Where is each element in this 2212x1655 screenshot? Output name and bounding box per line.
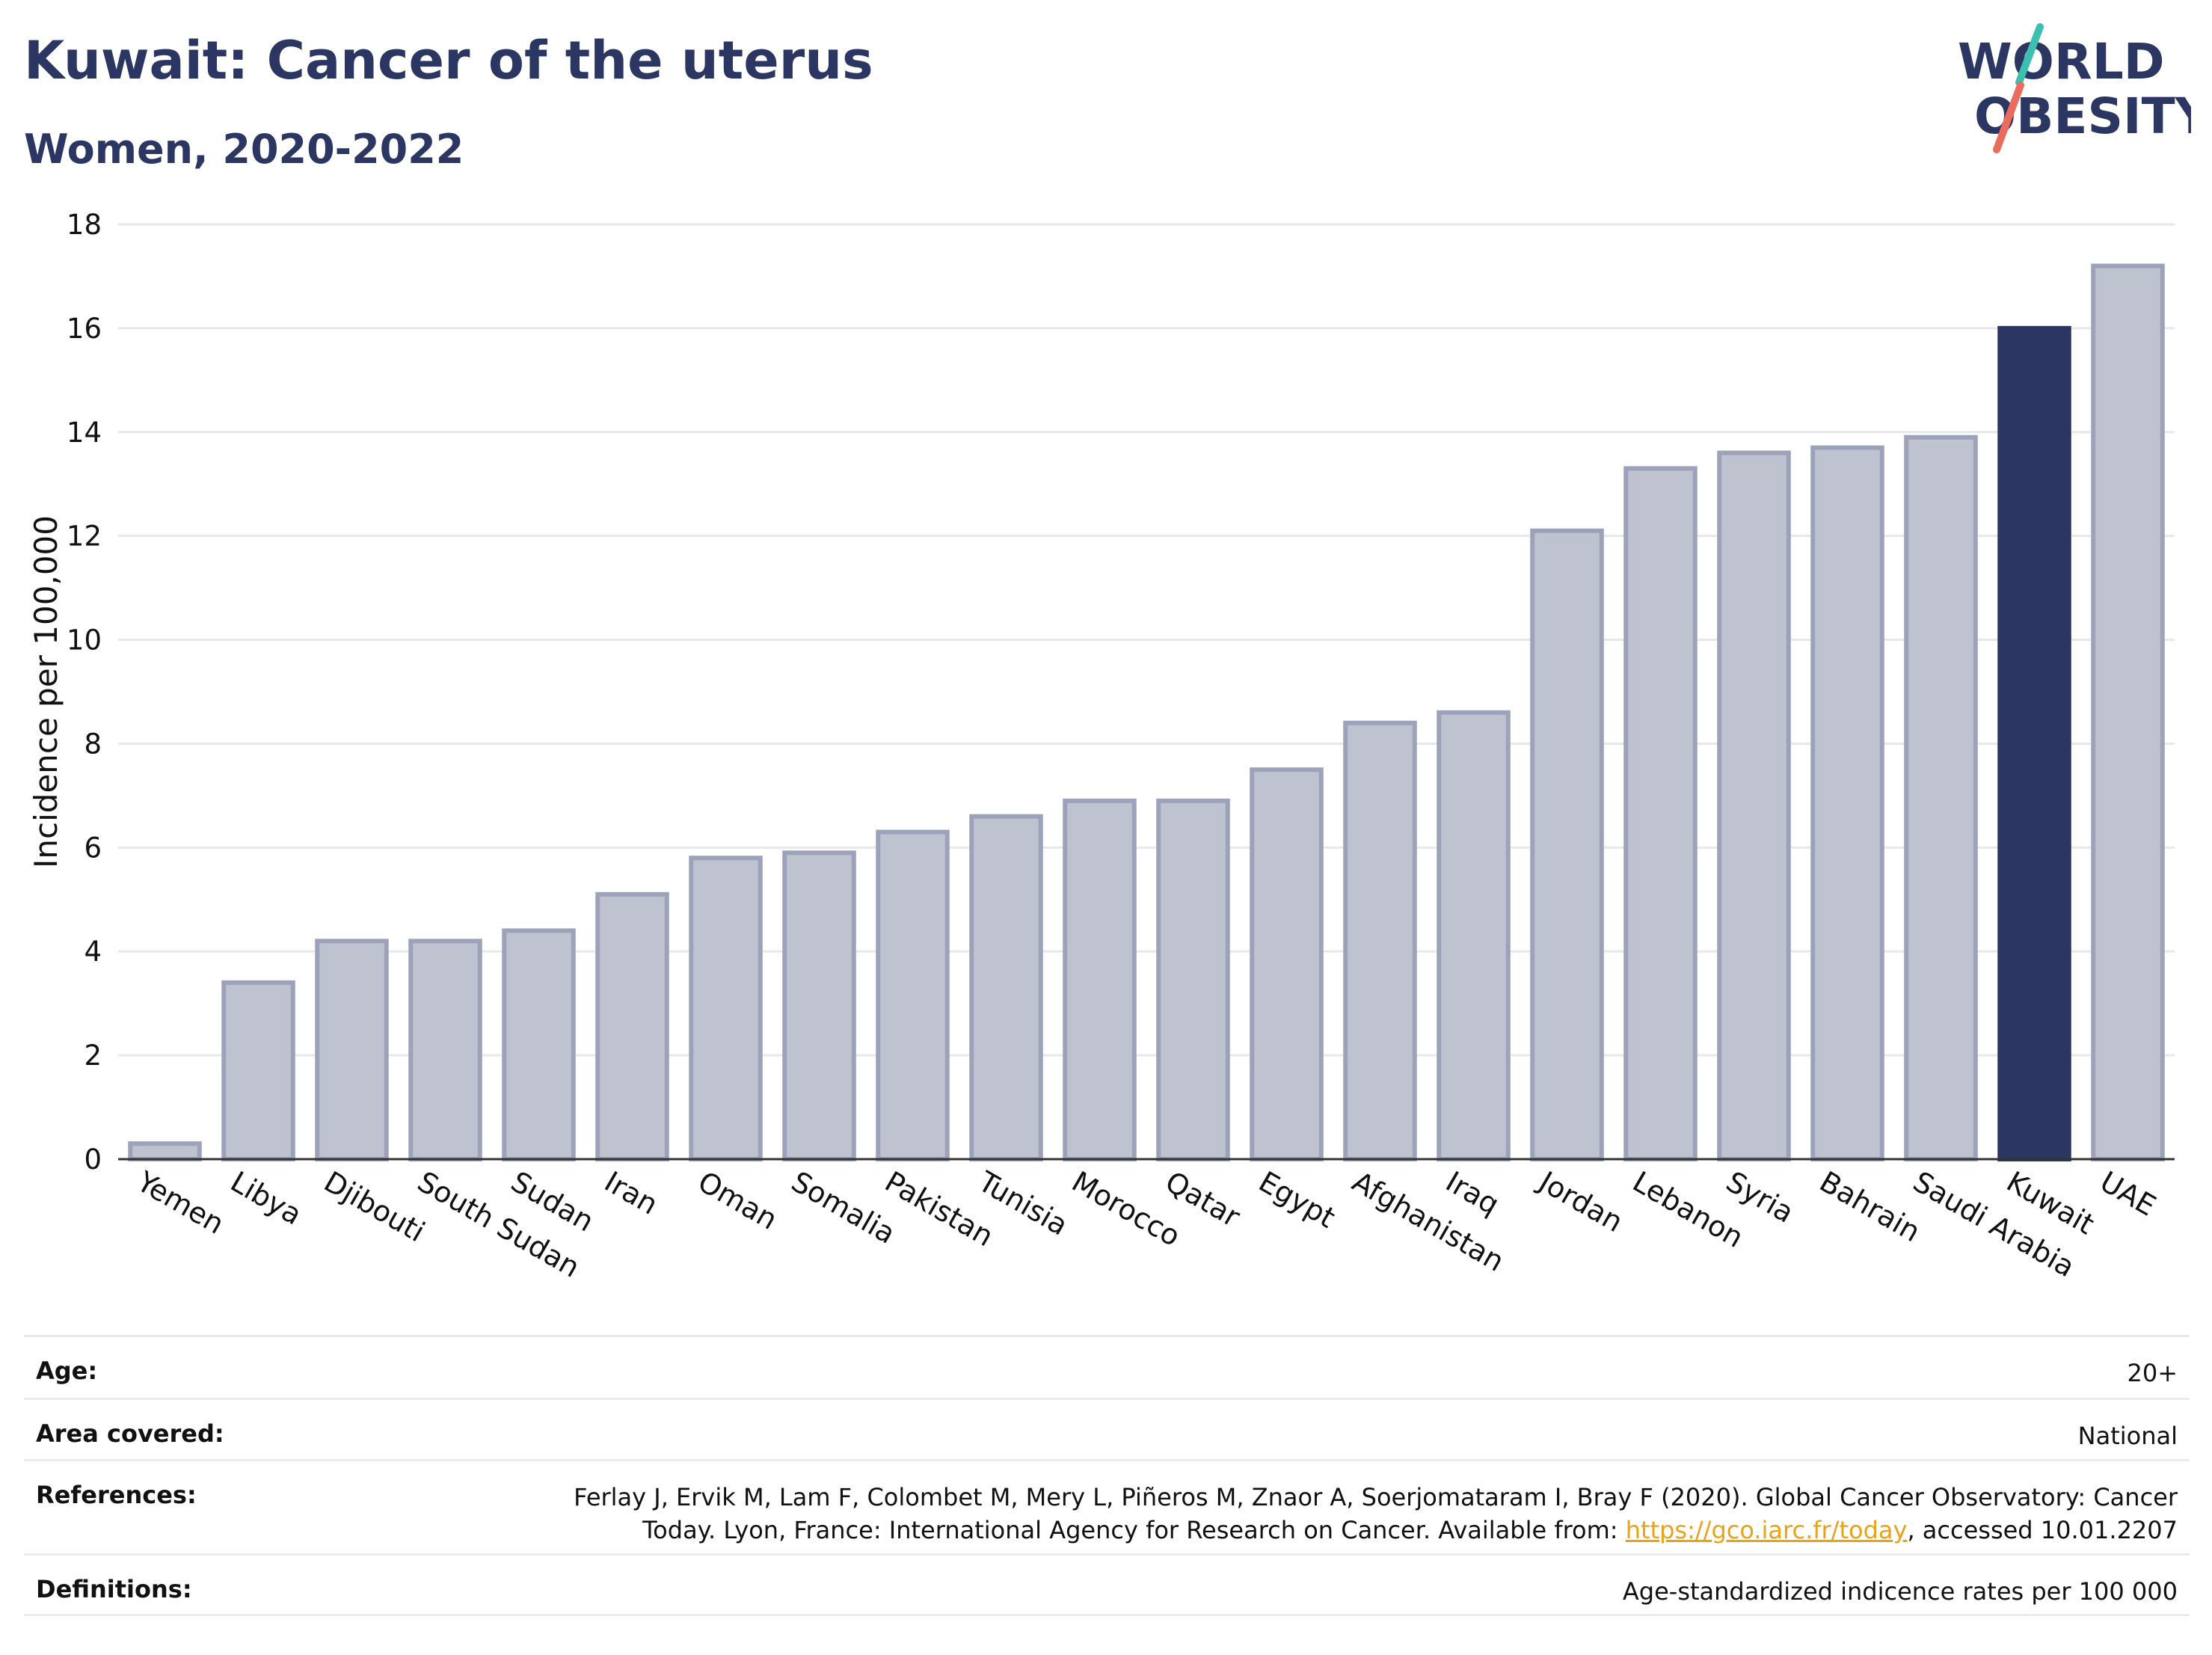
bar-yemen <box>128 1141 202 1161</box>
bar-tunisia <box>969 814 1043 1161</box>
y-tick-label: 10 <box>67 624 102 657</box>
bar-south-sudan <box>408 939 482 1162</box>
area-label: Area covered: <box>36 1419 224 1448</box>
x-tick-label: Oman <box>692 1165 783 1236</box>
references-suffix: , accessed 10.01.2207 <box>1907 1516 2178 1544</box>
y-tick-label: 18 <box>67 209 102 241</box>
page-title: Kuwait: Cancer of the uterus <box>24 30 873 91</box>
y-tick-label: 12 <box>67 521 102 553</box>
logo-slash-teal <box>2015 23 2044 86</box>
references-text: Ferlay J, Ervik M, Lam F, Colombet M, Me… <box>574 1483 2178 1544</box>
world-obesity-logo: WORLD OBESITY <box>1958 23 2191 153</box>
x-tick-label: Djibouti <box>319 1165 431 1249</box>
page-subtitle: Women, 2020-2022 <box>24 126 464 173</box>
definitions-label: Definitions: <box>36 1575 192 1603</box>
bar-uae <box>2091 263 2165 1161</box>
x-tick-label: Bahrain <box>1814 1165 1926 1249</box>
y-axis-ticks: 0 2 4 6 8 10 12 14 16 18 <box>67 209 102 1176</box>
bar-egypt <box>1250 767 1324 1161</box>
bars <box>128 263 2165 1162</box>
y-tick-label: 2 <box>84 1040 102 1072</box>
bar-pakistan <box>876 829 950 1161</box>
meta-row-age: Age: 20+ <box>24 1335 2190 1398</box>
y-tick-label: 16 <box>67 313 102 345</box>
age-label: Age: <box>36 1357 98 1385</box>
bar-libya <box>221 980 295 1162</box>
references-value: Ferlay J, Ervik M, Lam F, Colombet M, Me… <box>532 1481 2178 1547</box>
y-tick-label: 8 <box>84 728 102 760</box>
age-value: 20+ <box>2127 1359 2178 1387</box>
x-tick-label: Egypt <box>1253 1165 1341 1235</box>
references-label: References: <box>36 1481 197 1509</box>
meta-row-definitions: Definitions: Age-standardized indicence … <box>24 1553 2190 1616</box>
bar-oman <box>689 856 763 1161</box>
bar-saudi-arabia <box>1904 435 1978 1161</box>
bar-syria <box>1717 450 1791 1161</box>
y-tick-label: 14 <box>67 417 102 449</box>
bar-iran <box>595 891 669 1162</box>
logo-slash-coral <box>1993 82 2024 153</box>
bar-somalia <box>782 850 856 1162</box>
bar-iraq <box>1437 710 1511 1161</box>
x-tick-label: Iraq <box>1440 1165 1505 1221</box>
x-tick-label: Saudi Arabia <box>1908 1165 2080 1284</box>
bar-afghanistan <box>1343 720 1417 1161</box>
bar-lebanon <box>1623 466 1698 1161</box>
area-value: National <box>2077 1422 2178 1450</box>
y-tick-label: 4 <box>84 936 102 968</box>
definitions-value: Age-standardized indicence rates per 100… <box>1622 1577 2178 1606</box>
metadata-table: Age: 20+ Area covered: National Referenc… <box>24 1335 2190 1616</box>
y-tick-label: 6 <box>84 832 102 864</box>
x-tick-label: Iran <box>599 1165 663 1221</box>
bar-bahrain <box>1810 445 1884 1161</box>
bar-kuwait <box>1997 325 2071 1161</box>
bar-jordan <box>1530 528 1604 1161</box>
x-tick-label: Libya <box>225 1165 307 1232</box>
bar-morocco <box>1063 798 1137 1162</box>
logo-text-world: WORLD <box>1958 33 2165 90</box>
bar-djibouti <box>315 939 389 1162</box>
references-link[interactable]: https://gco.iarc.fr/today <box>1625 1516 1908 1544</box>
x-tick-label: UAE <box>2095 1165 2161 1223</box>
bar-qatar <box>1156 798 1230 1162</box>
meta-row-references: References: Ferlay J, Ervik M, Lam F, Co… <box>24 1459 2190 1553</box>
x-tick-label: Somalia <box>786 1165 901 1250</box>
x-tick-label: Jordan <box>1532 1164 1628 1239</box>
meta-row-area: Area covered: National <box>24 1398 2190 1459</box>
y-axis-label: Incidence per 100,000 <box>28 515 64 868</box>
y-tick-label: 0 <box>84 1143 102 1176</box>
x-tick-label: Yemen <box>131 1164 230 1241</box>
bar-sudan <box>502 928 576 1161</box>
